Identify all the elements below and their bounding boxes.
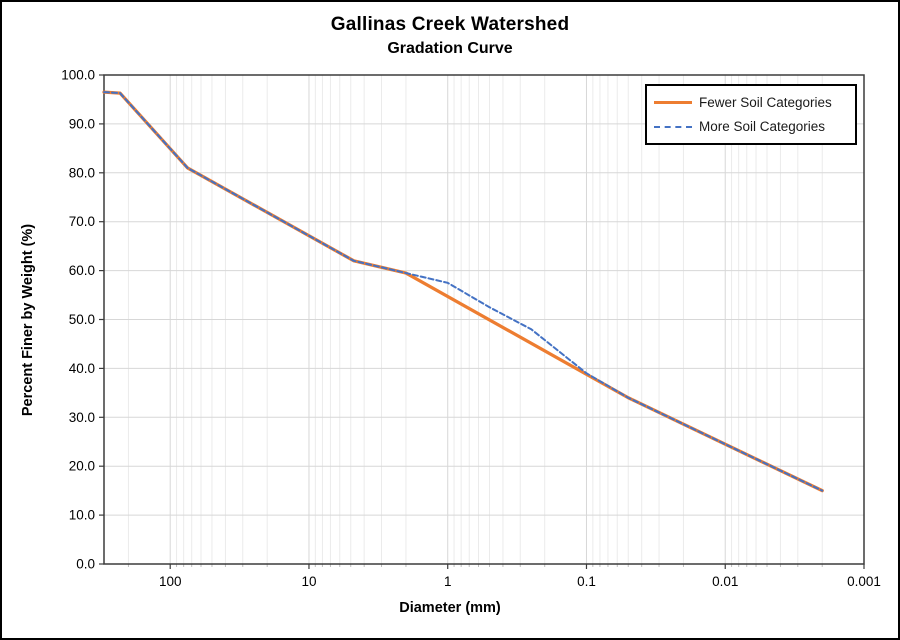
y-tick-label: 60.0 xyxy=(69,263,95,278)
y-tick-label: 90.0 xyxy=(69,116,95,131)
y-tick-label: 80.0 xyxy=(69,165,95,180)
legend-item-fewer-soil-categories: Fewer Soil Categories xyxy=(647,95,855,110)
legend-item-more-soil-categories: More Soil Categories xyxy=(647,119,855,134)
legend-line-sample-dashed xyxy=(654,125,692,128)
series-line-more-soil-categories xyxy=(103,91,824,492)
y-tick-label: 50.0 xyxy=(69,312,95,327)
y-tick-label: 20.0 xyxy=(69,459,95,474)
chart-title: Gallinas Creek Watershed xyxy=(330,14,570,35)
y-tick-label: 0.0 xyxy=(76,557,95,572)
y-tick-label: 70.0 xyxy=(69,214,95,229)
y-tick-label: 10.0 xyxy=(69,508,95,523)
legend-line-sample-solid xyxy=(654,101,692,104)
x-tick-label: 0.1 xyxy=(577,574,596,589)
y-tick-label: 30.0 xyxy=(69,410,95,425)
x-axis-title: Diameter (mm) xyxy=(399,600,501,616)
legend-label-more: More Soil Categories xyxy=(699,119,826,134)
x-tick-label: 0.001 xyxy=(847,574,881,589)
x-tick-label: 0.01 xyxy=(712,574,738,589)
x-tick-label: 1 xyxy=(444,574,452,589)
y-tick-label: 40.0 xyxy=(69,361,95,376)
chart-subtitle: Gradation Curve xyxy=(387,40,513,57)
x-tick-label: 100 xyxy=(159,574,182,589)
y-tick-label: 100.0 xyxy=(61,68,95,83)
legend: Fewer Soil Categories More Soil Categori… xyxy=(645,84,857,145)
legend-label-fewer: Fewer Soil Categories xyxy=(699,95,832,110)
x-tick-label: 10 xyxy=(301,574,316,589)
